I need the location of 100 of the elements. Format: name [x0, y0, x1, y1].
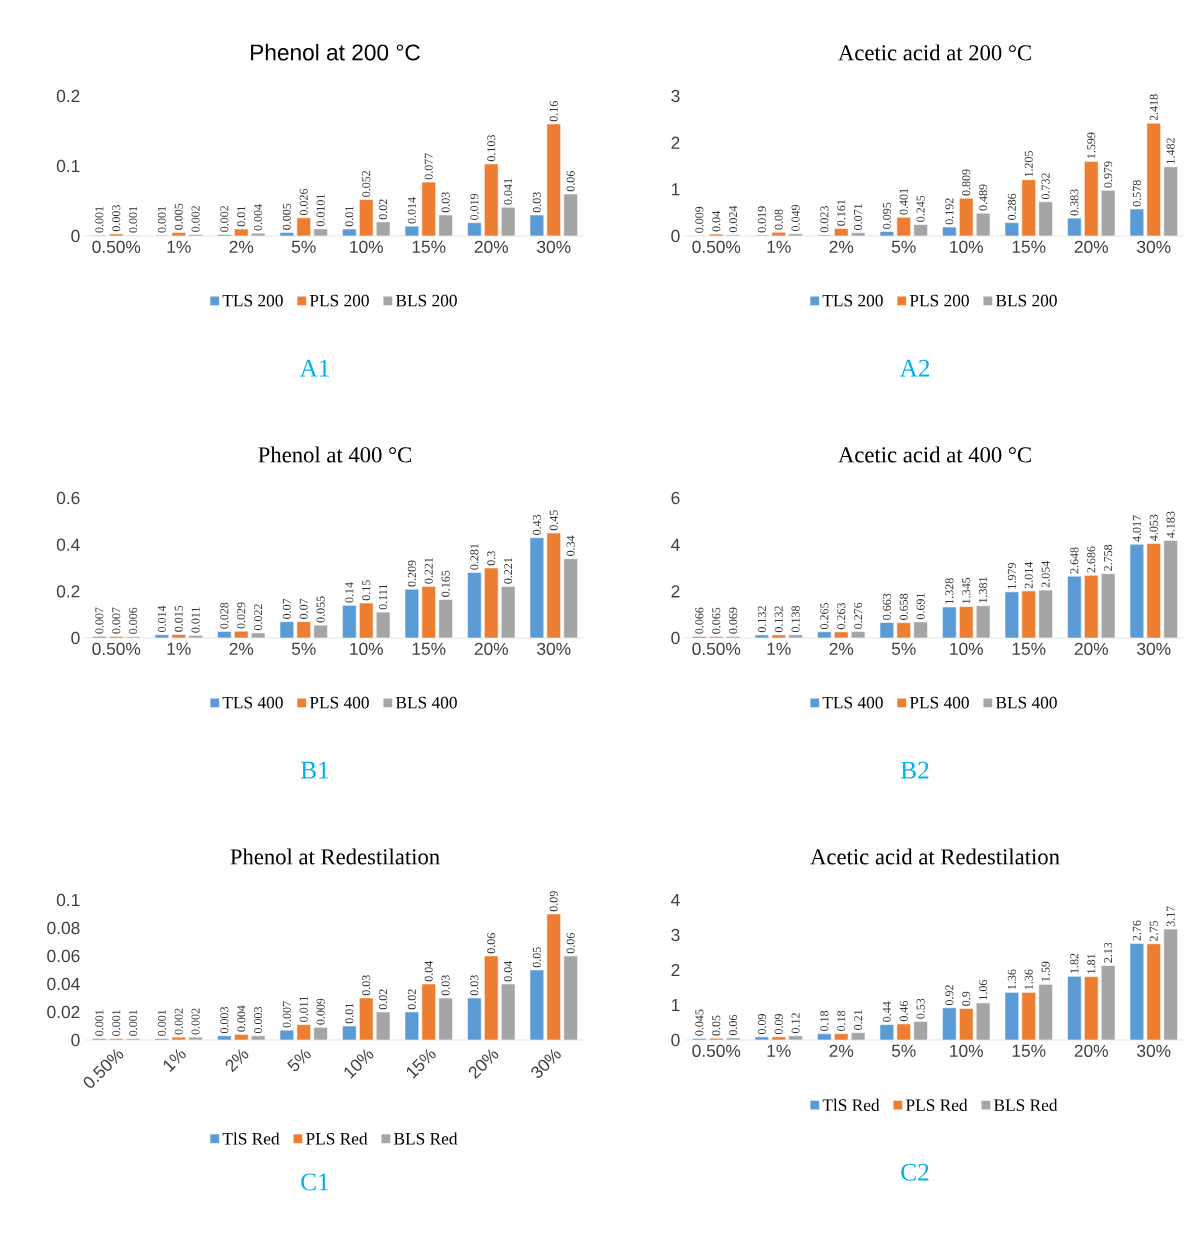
data-label: 0.08 — [774, 209, 783, 230]
bar — [754, 1036, 770, 1041]
bar — [817, 1033, 832, 1041]
data-label: 0.019 — [757, 206, 766, 233]
x-tick-label: 5% — [891, 642, 916, 655]
legend-label: PLS Red — [306, 1132, 368, 1145]
data-label: 0.15 — [362, 580, 371, 601]
x-tick-label: 10% — [350, 240, 383, 253]
data-label: 0.103 — [487, 135, 496, 162]
data-label: 1.36 — [1007, 969, 1016, 990]
bar — [1100, 965, 1116, 1041]
bar — [1084, 161, 1099, 237]
bar — [1146, 122, 1161, 237]
data-label: 0.007 — [95, 607, 104, 634]
x-tick-label: 2% — [229, 240, 254, 253]
data-label: 0.3 — [487, 551, 496, 566]
x-tick-label: 1% — [767, 642, 791, 655]
y-tick-label: 2 — [671, 585, 680, 598]
x-tick-label: 5% — [891, 1044, 916, 1057]
x-tick-label: 5% — [287, 1048, 311, 1072]
bar — [529, 537, 545, 639]
data-label: 0.001 — [157, 1010, 166, 1036]
x-tick-label: 0.50% — [92, 642, 141, 655]
data-label: 0.03 — [441, 975, 450, 996]
bar — [771, 1036, 786, 1041]
data-label: 0.265 — [820, 603, 829, 630]
bar — [342, 605, 357, 639]
bar — [171, 634, 186, 639]
data-label: 0.026 — [299, 188, 308, 216]
data-label: 2.054 — [1041, 560, 1050, 588]
x-tick-label: 20% — [1074, 240, 1108, 253]
data-label: 0.07 — [299, 598, 308, 619]
bar — [879, 231, 895, 237]
data-label: 0.09 — [549, 891, 558, 912]
chart-title: Acetic acid at 200 °C — [838, 44, 1031, 61]
bar — [484, 955, 499, 1041]
bar — [109, 233, 124, 237]
legend-label: TlS Red — [822, 1098, 880, 1111]
data-label: 0.019 — [470, 193, 479, 220]
x-tick-label: 20% — [1074, 1044, 1108, 1057]
x-tick-label: 0.50% — [692, 1044, 741, 1057]
bar — [1100, 573, 1116, 639]
data-label: 0.014 — [157, 605, 166, 632]
data-label: 0.001 — [157, 206, 166, 233]
data-label: 0.055 — [316, 596, 325, 623]
data-label: 0.02 — [379, 199, 388, 220]
legend-label: PLS Red — [906, 1098, 968, 1111]
data-label: 4.053 — [1149, 514, 1158, 541]
data-label: 0.069 — [729, 607, 738, 634]
data-label: 0.003 — [112, 205, 121, 232]
data-label: 0.002 — [174, 1008, 183, 1035]
bar — [217, 1035, 232, 1041]
bar — [1067, 976, 1082, 1041]
data-label: 0.002 — [191, 1008, 200, 1035]
data-label: 0.04 — [424, 960, 433, 982]
data-label: 0.06 — [566, 933, 575, 954]
data-label: 2.686 — [1087, 546, 1096, 573]
data-label: 1.381 — [979, 577, 988, 603]
bar — [279, 621, 295, 639]
data-label: 2.75 — [1149, 920, 1158, 941]
bar — [342, 1025, 357, 1041]
data-label: 0.001 — [95, 206, 104, 233]
x-tick-label: 15% — [412, 642, 446, 655]
data-label: 0.06 — [487, 933, 496, 954]
bar — [1146, 943, 1161, 1041]
data-label: 0.92 — [945, 985, 954, 1006]
bar — [975, 605, 991, 639]
data-label: 0.192 — [945, 198, 954, 225]
data-label: 0.02 — [379, 989, 388, 1010]
data-label: 0.011 — [191, 607, 200, 633]
bar — [500, 207, 516, 237]
data-label: 0.004 — [237, 1005, 246, 1032]
bar — [959, 1008, 974, 1041]
data-label: 0.111 — [379, 584, 388, 610]
bar — [250, 1035, 266, 1041]
data-label: 1.345 — [962, 577, 971, 604]
legend-label: PLS 200 — [909, 294, 969, 307]
bar — [234, 228, 249, 237]
y-tick-label: 0.02 — [47, 1005, 80, 1019]
bar — [1021, 590, 1036, 639]
bar — [467, 222, 482, 237]
legend-label: PLS 200 — [309, 294, 369, 307]
bar — [375, 221, 391, 237]
bar — [279, 232, 295, 237]
data-label: 0.001 — [112, 1010, 121, 1036]
bar — [771, 231, 786, 237]
data-label: 1.482 — [1166, 138, 1175, 164]
x-tick-label: 30% — [531, 1049, 561, 1078]
data-label: 0.44 — [882, 1001, 891, 1022]
x-tick-label: 30% — [1137, 1044, 1171, 1057]
x-tick-label: 30% — [537, 240, 571, 253]
legend-label: BLS 200 — [395, 294, 457, 307]
data-label: 0.005 — [174, 203, 183, 230]
bar — [850, 631, 866, 639]
bar — [529, 969, 545, 1041]
bar — [1038, 984, 1053, 1041]
bar — [896, 217, 911, 237]
data-label: 0.065 — [712, 607, 721, 634]
bar — [879, 1024, 895, 1041]
bar — [913, 1021, 928, 1041]
